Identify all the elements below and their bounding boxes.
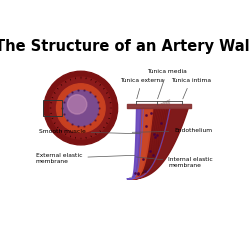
- Text: Tunica intima: Tunica intima: [170, 78, 210, 99]
- Text: Tunica media: Tunica media: [147, 69, 187, 99]
- Text: Smooth muscle: Smooth muscle: [39, 129, 141, 134]
- Text: Tunica externa: Tunica externa: [120, 78, 164, 99]
- Text: The Structure of an Artery Wall: The Structure of an Artery Wall: [0, 39, 250, 54]
- Text: Endothelium: Endothelium: [132, 128, 212, 134]
- Bar: [43, 100, 62, 116]
- Circle shape: [56, 82, 84, 110]
- Circle shape: [68, 95, 87, 114]
- Circle shape: [63, 90, 98, 126]
- Text: Internal elastic
membrane: Internal elastic membrane: [136, 157, 213, 168]
- Circle shape: [44, 71, 118, 145]
- Circle shape: [50, 77, 112, 139]
- Text: External elastic
membrane: External elastic membrane: [36, 153, 135, 164]
- Circle shape: [56, 84, 105, 132]
